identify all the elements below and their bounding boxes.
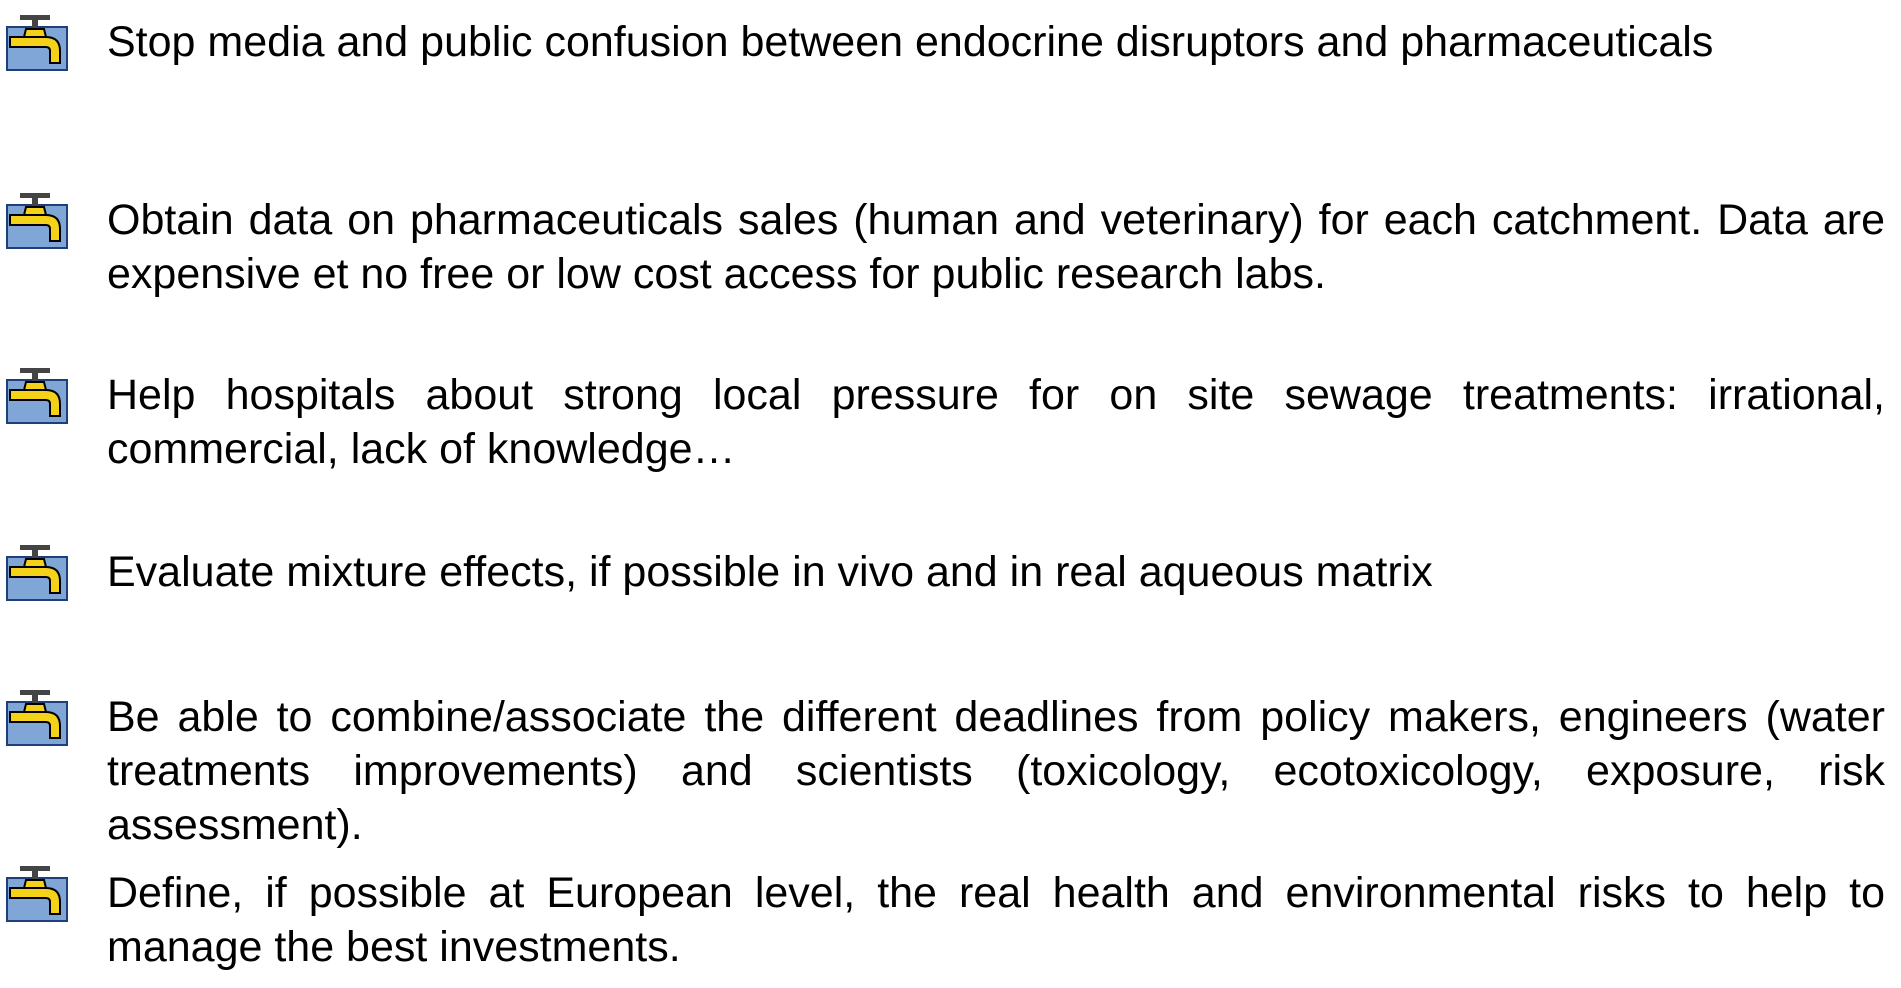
bullet-text: Stop media and public confusion between … <box>107 18 1714 66</box>
faucet-icon <box>6 13 68 71</box>
bullet-text: Obtain data on pharmaceuticals sales (hu… <box>107 196 1885 298</box>
faucet-icon <box>6 366 68 424</box>
bullet-text: Define, if possible at European level, t… <box>107 869 1885 971</box>
faucet-icon <box>6 191 68 249</box>
bullet-text: Help hospitals about strong local pressu… <box>107 371 1885 473</box>
faucet-icon <box>6 688 68 746</box>
faucet-icon <box>6 543 68 601</box>
faucet-icon <box>6 864 68 922</box>
bullet-text: Be able to combine/associate the differe… <box>107 693 1885 849</box>
bullet-text: Evaluate mixture effects, if possible in… <box>107 548 1433 596</box>
